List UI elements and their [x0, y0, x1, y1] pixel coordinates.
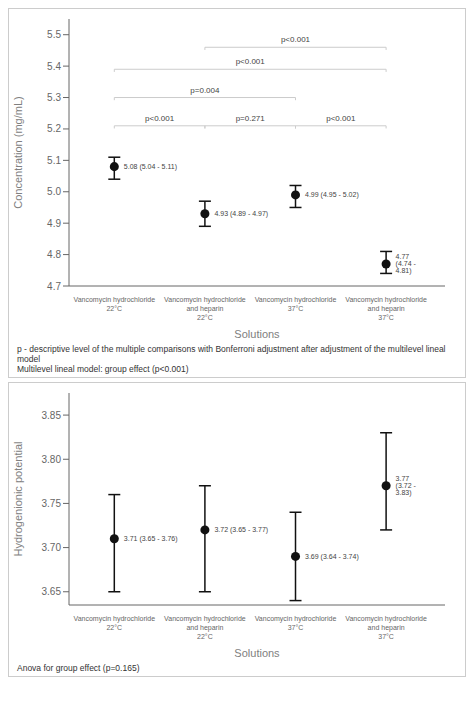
html-text:p - descriptive level of the m: p - descriptive level of the multiple co… [17, 344, 446, 364]
svg-text:p=0.271: p=0.271 [236, 114, 266, 123]
svg-text:p<0.001: p<0.001 [326, 114, 356, 123]
svg-text:Vancomycin hydrochlorideand he: Vancomycin hydrochlorideand heparin22°C [164, 615, 246, 640]
svg-text:Vancomycin hydrochloride37°C: Vancomycin hydrochloride37°C [255, 296, 337, 312]
svg-text:Vancomycin hydrochlorideand he: Vancomycin hydrochlorideand heparin22°C [164, 296, 246, 321]
svg-text:4.7: 4.7 [47, 281, 61, 292]
svg-text:p=0.004: p=0.004 [190, 86, 220, 95]
svg-text:Vancomycin hydrochlorideand he: Vancomycin hydrochlorideand heparin37°C [345, 296, 427, 321]
svg-text:3.71 (3.65 - 3.76): 3.71 (3.65 - 3.76) [124, 535, 178, 543]
svg-text:5.4: 5.4 [47, 61, 61, 72]
svg-text:5.3: 5.3 [47, 92, 61, 103]
svg-text:4.8: 4.8 [47, 249, 61, 260]
svg-text:5.1: 5.1 [47, 155, 61, 166]
svg-text:Vancomycin hydrochlorideand he: Vancomycin hydrochlorideand heparin37°C [345, 615, 427, 640]
svg-text:Vancomycin hydrochloride22°C: Vancomycin hydrochloride22°C [74, 615, 156, 631]
svg-text:4.9: 4.9 [47, 218, 61, 229]
svg-text:3.80: 3.80 [42, 454, 62, 465]
svg-text:Vancomycin hydrochloride22°C: Vancomycin hydrochloride22°C [74, 296, 156, 312]
svg-text:3.70: 3.70 [42, 542, 62, 553]
svg-text:5.2: 5.2 [47, 123, 61, 134]
svg-text:p<0.001: p<0.001 [281, 35, 311, 44]
svg-text:5.0: 5.0 [47, 186, 61, 197]
svg-text:3.72 (3.65 - 3.77): 3.72 (3.65 - 3.77) [214, 526, 268, 534]
svg-text:Concentration (mg/mL): Concentration (mg/mL) [12, 96, 24, 209]
svg-text:5.5: 5.5 [47, 29, 61, 40]
svg-text:4.99 (4.95 - 5.02): 4.99 (4.95 - 5.02) [305, 191, 359, 199]
svg-text:3.69 (3.64 - 3.74): 3.69 (3.64 - 3.74) [305, 553, 359, 561]
svg-text:4.77(4.74 -4.81): 4.77(4.74 -4.81) [396, 253, 417, 275]
svg-text:3.77(3.72 -3.83): 3.77(3.72 -3.83) [396, 475, 417, 497]
svg-text:3.75: 3.75 [42, 498, 62, 509]
svg-text:5.08 (5.04 - 5.11): 5.08 (5.04 - 5.11) [124, 163, 177, 171]
svg-text:3.65: 3.65 [42, 586, 62, 597]
svg-text:p<0.001: p<0.001 [236, 57, 266, 66]
svg-text:Solutions: Solutions [234, 328, 280, 340]
svg-text:Hydrogenionic potential: Hydrogenionic potential [12, 442, 24, 557]
svg-text:Solutions: Solutions [234, 647, 280, 659]
svg-text:3.85: 3.85 [42, 410, 62, 421]
html-text:Multilevel lineal model: group: Multilevel lineal model: group effect (p… [17, 364, 189, 374]
svg-text:Vancomycin hydrochloride37°C: Vancomycin hydrochloride37°C [255, 615, 337, 631]
svg-text:p<0.001: p<0.001 [145, 114, 175, 123]
html-text:Anova for group effect (p=0.16: Anova for group effect (p=0.165) [17, 663, 140, 673]
svg-text:4.93 (4.89 - 4.97): 4.93 (4.89 - 4.97) [214, 210, 268, 218]
